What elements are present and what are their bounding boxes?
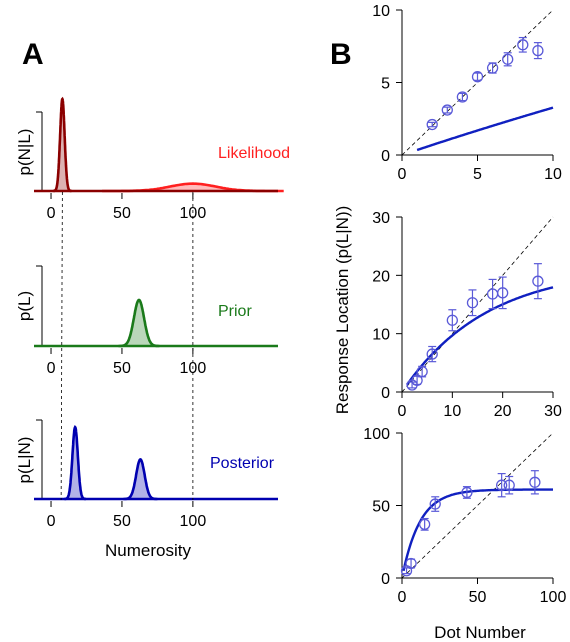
x-tick-label-10: 10 [544,166,562,183]
y-tick-label-0: 0 [381,385,390,402]
panel-a-distributions: p(N|L) 0 50 100 Likelihood p(L) 0 50 100 Prior p(L… [15,96,290,560]
x-tick-label-50: 50 [469,589,487,606]
data-point [418,518,431,530]
y-tick-label-10: 10 [372,3,390,20]
x-tick-label-0: 0 [398,403,407,420]
curve-label: Likelihood [218,145,290,162]
x-tick-label-0: 0 [398,166,407,183]
data-point [405,557,417,570]
x-tick-label-100: 100 [540,589,567,606]
x-tick-label-10: 10 [443,403,461,420]
distribution-plot-3: p(L|N) 0 50 100 Posterior [15,419,278,530]
scatter-plot-3: 0 50 100 0 50 100 [363,426,566,606]
data-point [411,374,423,386]
distribution-peak-1 [52,96,72,193]
data-point [502,53,514,65]
data-point [497,287,509,299]
panel-letter-b: B [330,38,352,71]
y-tick-label-0: 0 [381,571,390,588]
data-point [426,348,438,360]
x-tick-label-0: 0 [47,205,56,222]
y-axis-label: p(L) [15,291,34,321]
distribution-fill-2 [123,459,158,499]
x-tick-label-20: 20 [494,403,512,420]
data-point [529,476,541,488]
y-axis-label: p(L|N) [15,437,34,484]
y-tick-label-10: 10 [372,327,390,344]
x-tick-label-30: 30 [544,403,562,420]
y-axis-label: p(N|L) [15,129,34,176]
data-point [441,104,453,116]
y-tick-label-30: 30 [372,210,390,227]
data-point [496,479,508,491]
data-point [517,39,529,51]
curve-label: Prior [218,303,252,320]
y-tick-label-50: 50 [372,499,390,516]
data-point [446,314,458,326]
data-point [429,498,441,510]
distribution-peak-1 [64,425,87,501]
x-axis-title-numerosity: Numerosity [105,541,191,560]
data-point [426,118,438,131]
y-tick-label-5: 5 [381,76,390,93]
y-tick-label-100: 100 [363,426,390,443]
data-point [503,479,515,491]
fit-curve [402,488,553,572]
x-tick-label-5: 5 [473,166,482,183]
data-point [486,62,499,74]
x-tick-label-0: 0 [47,360,56,377]
distribution-plot-1: p(N|L) 0 50 100 Likelihood [15,96,290,222]
distribution-fill-1 [53,99,72,191]
x-tick-label-50: 50 [113,205,131,222]
fit-curve [406,286,554,386]
y-tick-label-0: 0 [381,148,390,165]
distribution-fill-1 [118,300,160,346]
identity-line [401,432,554,579]
x-tick-label-0: 0 [398,589,407,606]
scatter-plot-1: 0 5 10 0 5 10 [372,3,562,183]
x-tick-label-0: 0 [47,513,56,530]
data-point [466,297,479,309]
data-point [416,365,428,378]
curve-label: Posterior [210,455,275,472]
identity-line [401,9,554,156]
fit-curve [416,106,554,152]
distribution-fill-2 [102,183,284,191]
data-point [532,44,544,57]
x-axis-title-dot-number: Dot Number [434,623,526,642]
distribution-fill-1 [64,427,86,499]
x-tick-label-100: 100 [180,205,207,222]
x-tick-label-100: 100 [180,513,207,530]
x-tick-label-50: 50 [113,513,131,530]
data-point [456,91,469,103]
y-axis-title-response-location: Response Location (p(L|N)) [333,206,352,415]
data-point [532,275,544,287]
y-tick-label-20: 20 [372,268,390,285]
scatter-plot-2: 0 10 20 30 0 10 20 30 [372,210,562,420]
x-tick-label-50: 50 [113,360,131,377]
data-point [461,486,473,499]
panel-letter-a: A [22,38,44,71]
data-point [471,71,484,83]
